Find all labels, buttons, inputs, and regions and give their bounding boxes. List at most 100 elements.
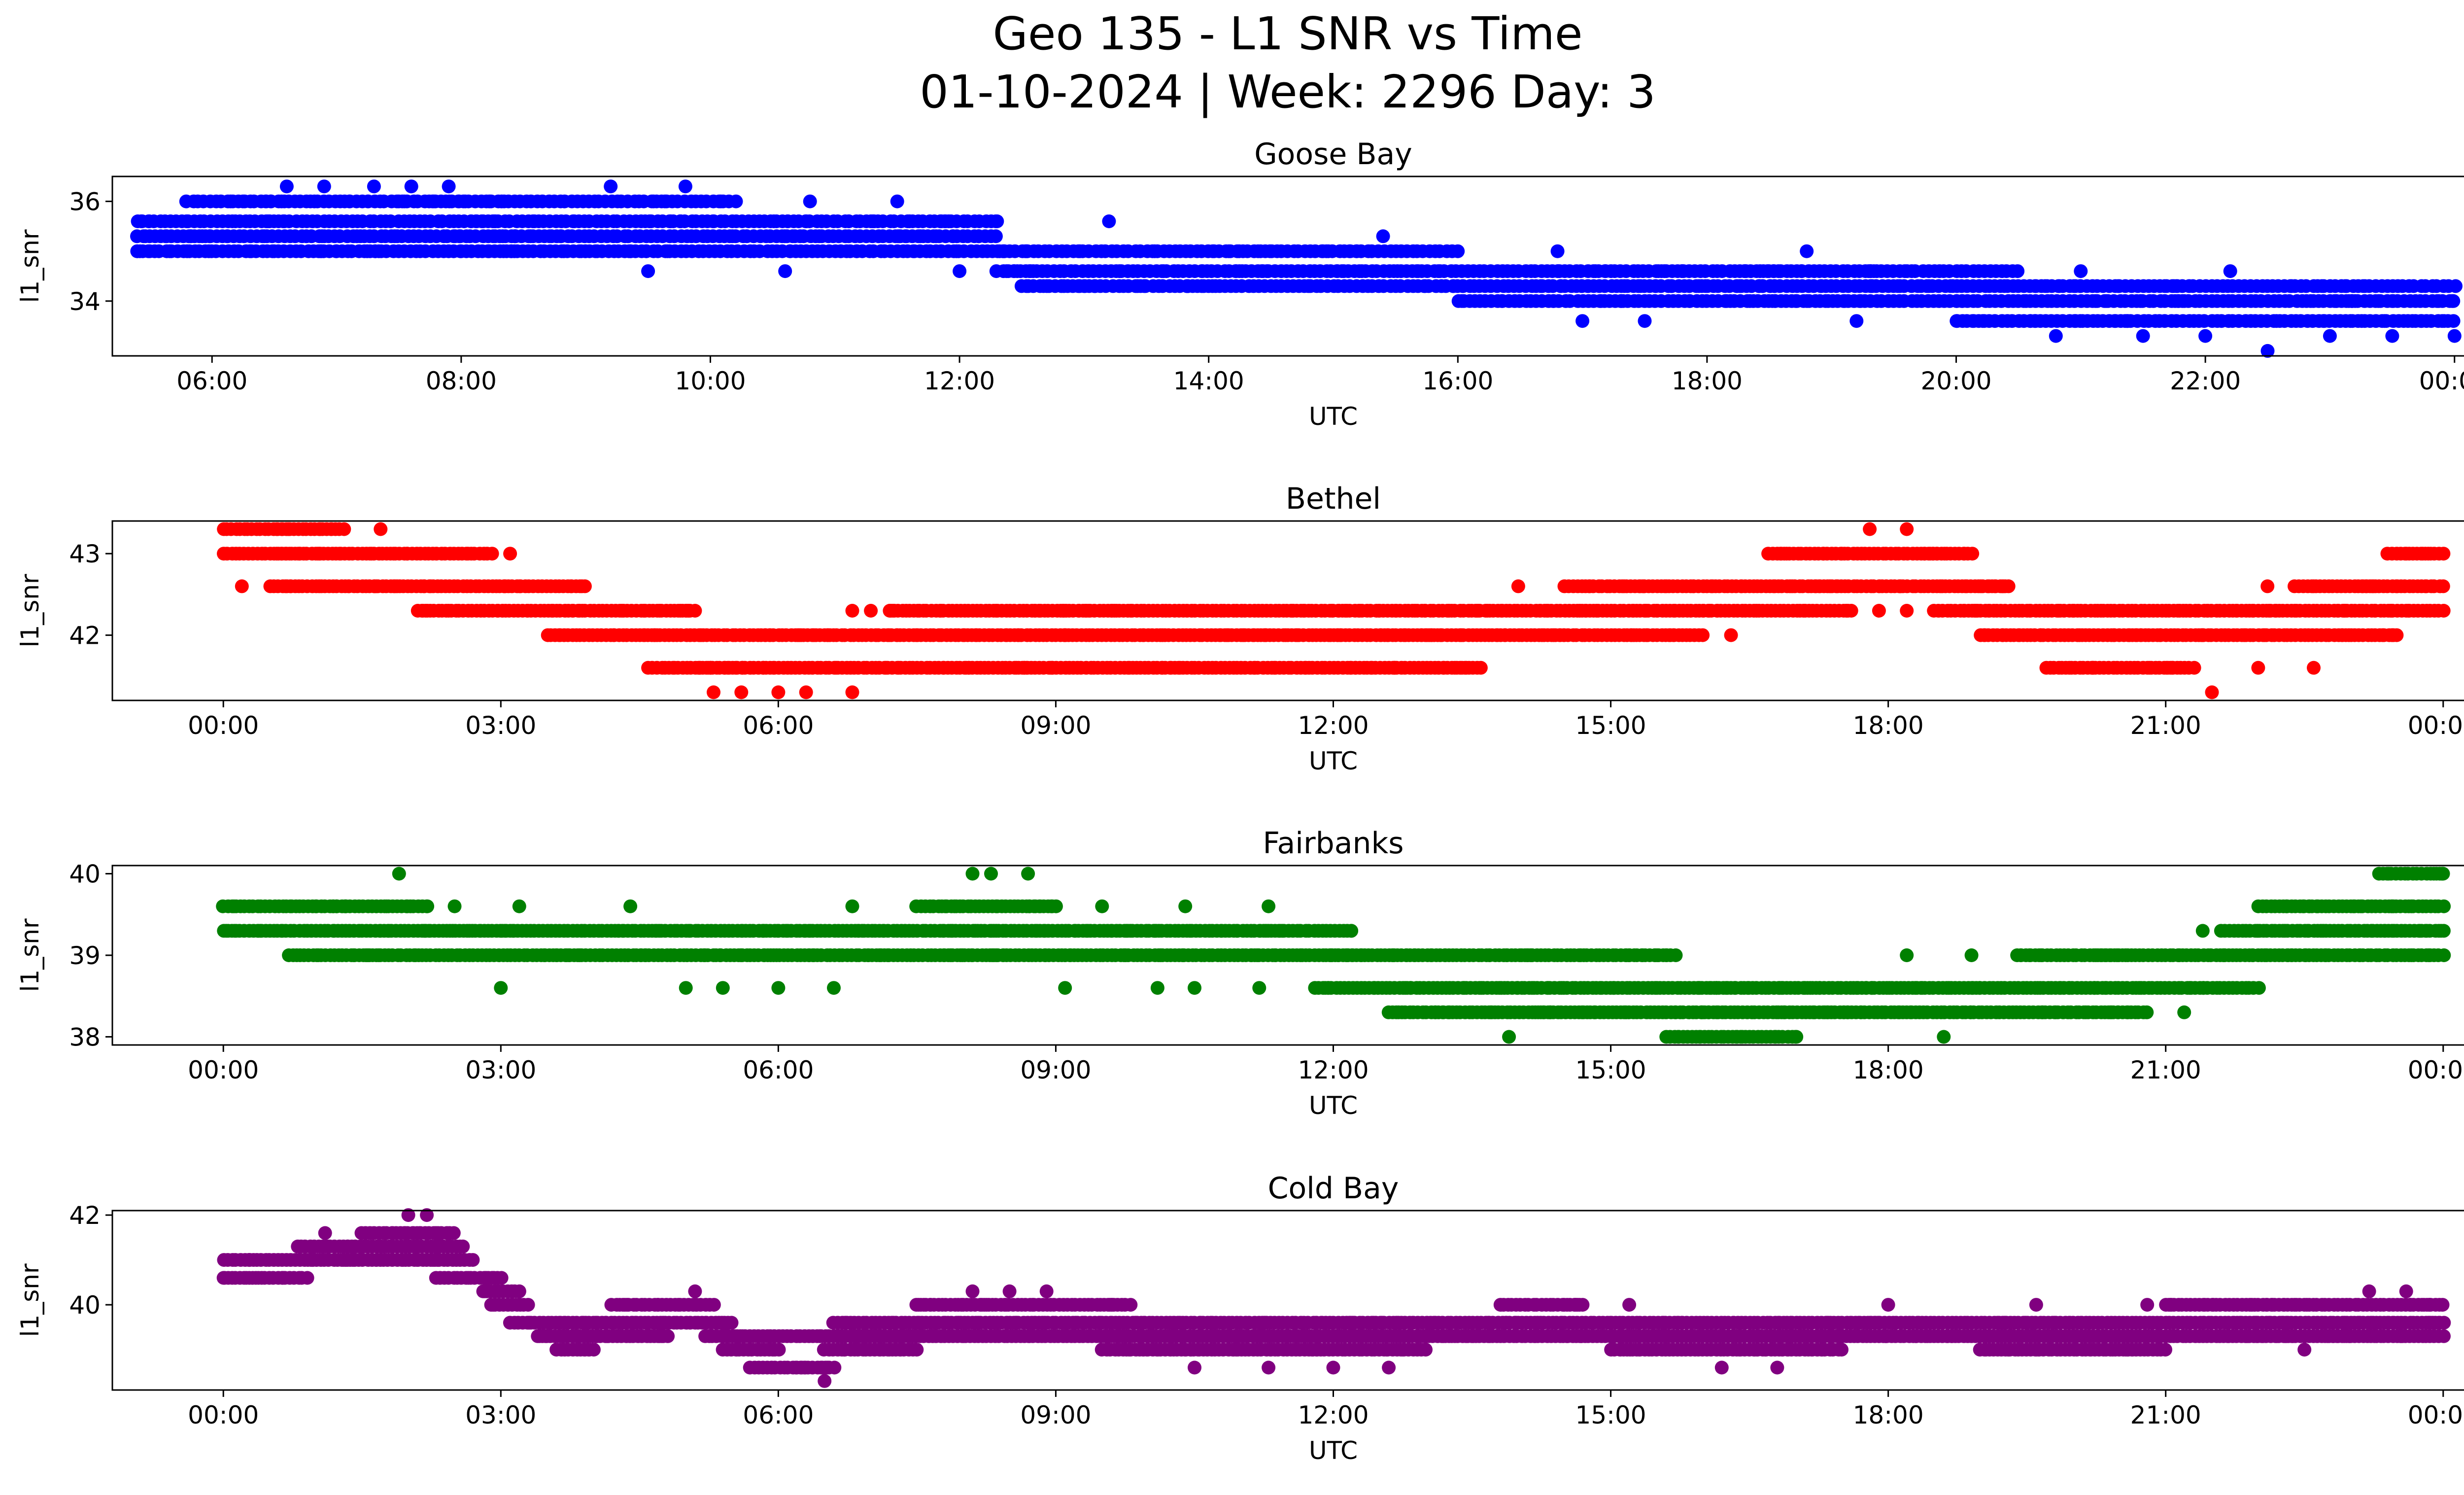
data-point <box>1019 244 1032 258</box>
data-point <box>812 229 826 243</box>
data-point <box>379 900 393 913</box>
data-point <box>1392 1006 1405 1019</box>
data-point <box>1520 948 1534 962</box>
data-point <box>2035 1006 2049 1019</box>
data-point <box>1649 279 1663 293</box>
x-tick-label: 12:00 <box>1298 711 1369 740</box>
data-point <box>482 195 496 209</box>
data-point <box>807 628 821 642</box>
data-point <box>1398 981 1412 995</box>
data-point <box>2347 900 2361 913</box>
data-point <box>903 214 917 228</box>
x-tick-label: 00:00 <box>188 711 259 740</box>
data-point <box>342 195 356 209</box>
data-point <box>1344 924 1358 938</box>
data-point <box>660 244 674 258</box>
data-point <box>537 948 551 962</box>
data-point <box>259 214 273 228</box>
data-point <box>1206 244 1220 258</box>
data-point <box>842 214 856 228</box>
data-point <box>666 661 680 675</box>
data-point <box>160 229 173 243</box>
data-point <box>1148 244 1162 258</box>
data-point <box>1247 661 1261 675</box>
data-point <box>293 547 307 560</box>
data-point <box>877 924 890 938</box>
data-point <box>2143 661 2156 675</box>
data-point <box>279 579 293 593</box>
data-point <box>2196 628 2210 642</box>
data-point <box>942 214 956 228</box>
data-point <box>649 924 662 938</box>
data-point <box>485 547 499 560</box>
data-point <box>1863 522 1877 536</box>
data-point <box>725 229 739 243</box>
data-point <box>560 948 574 962</box>
data-point <box>607 628 621 642</box>
data-point <box>2378 924 2392 938</box>
data-point <box>2385 329 2399 343</box>
data-point <box>508 244 521 258</box>
data-point <box>1854 1006 1868 1019</box>
data-point <box>1840 604 1854 618</box>
data-point <box>2134 294 2148 308</box>
data-point <box>1454 628 1468 642</box>
data-point <box>1800 244 1814 258</box>
data-point <box>1891 279 1905 293</box>
data-point <box>1057 279 1071 293</box>
data-point <box>1893 579 1907 593</box>
data-point <box>2317 314 2330 328</box>
data-point <box>327 924 341 938</box>
data-point <box>1950 314 1964 328</box>
data-point <box>970 628 984 642</box>
data-point <box>2404 948 2418 962</box>
data-point <box>473 924 487 938</box>
data-point <box>1797 604 1811 618</box>
data-point <box>1614 294 1628 308</box>
data-point <box>1555 981 1569 995</box>
data-point <box>2172 294 2186 308</box>
data-point <box>1594 294 1608 308</box>
data-point <box>2224 264 2237 278</box>
y-tick-label: 43 <box>69 540 101 568</box>
data-point <box>374 522 387 536</box>
data-point <box>1484 1006 1498 1019</box>
data-point <box>2087 661 2100 675</box>
data-point <box>2073 628 2087 642</box>
data-point <box>2246 604 2259 618</box>
data-point <box>778 229 791 243</box>
data-point <box>508 229 521 243</box>
x-tick-label: 20:00 <box>1920 367 1991 395</box>
data-point <box>1573 604 1587 618</box>
data-point <box>803 924 817 938</box>
data-point <box>1367 981 1381 995</box>
data-point <box>846 686 859 699</box>
data-point <box>604 179 617 193</box>
data-point <box>1632 579 1646 593</box>
data-point <box>1672 1030 1685 1044</box>
data-point <box>1474 981 1488 995</box>
data-point <box>452 195 466 209</box>
data-point <box>1119 948 1132 962</box>
data-point <box>1037 924 1051 938</box>
data-point <box>1864 264 1878 278</box>
data-point <box>929 229 943 243</box>
data-point <box>573 948 586 962</box>
data-point <box>1113 264 1127 278</box>
data-point <box>1424 628 1438 642</box>
data-point <box>1775 981 1788 995</box>
data-point <box>914 229 927 243</box>
data-point <box>679 604 693 618</box>
data-point <box>1077 279 1091 293</box>
data-point <box>163 244 176 258</box>
data-point <box>387 547 401 560</box>
data-point <box>946 924 959 938</box>
data-point <box>418 924 432 938</box>
data-point <box>1352 604 1366 618</box>
data-point <box>1958 579 1972 593</box>
data-point <box>1214 924 1228 938</box>
data-point <box>499 924 513 938</box>
data-point <box>767 948 781 962</box>
data-point <box>1498 628 1512 642</box>
